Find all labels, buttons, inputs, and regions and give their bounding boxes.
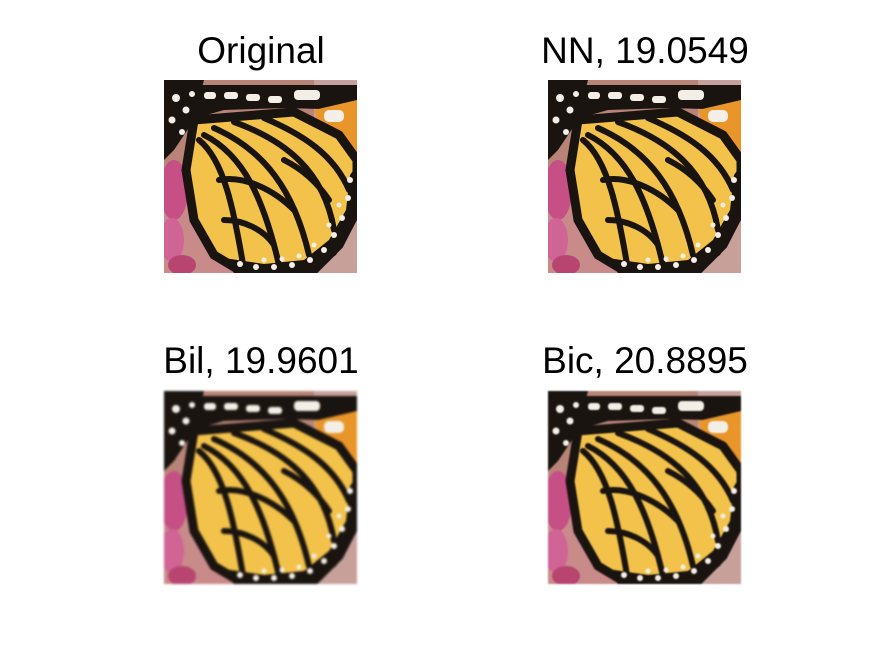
panel-title: Bil, 19.9601 xyxy=(163,340,359,381)
butterfly-image-bic xyxy=(548,391,741,584)
panel-bil: Bil, 19.9601 xyxy=(111,310,411,610)
panel-nn: NN, 19.0549 xyxy=(495,0,795,300)
butterfly-image-bil xyxy=(164,391,357,584)
panel-title: NN, 19.0549 xyxy=(541,30,749,71)
panel-title: Bic, 20.8895 xyxy=(542,340,748,381)
butterfly-image-nn xyxy=(548,80,741,273)
panel-original: Original xyxy=(111,0,411,300)
panel-bic: Bic, 20.8895 xyxy=(495,310,795,610)
butterfly-image-original xyxy=(164,80,357,273)
panel-title: Original xyxy=(197,30,325,71)
